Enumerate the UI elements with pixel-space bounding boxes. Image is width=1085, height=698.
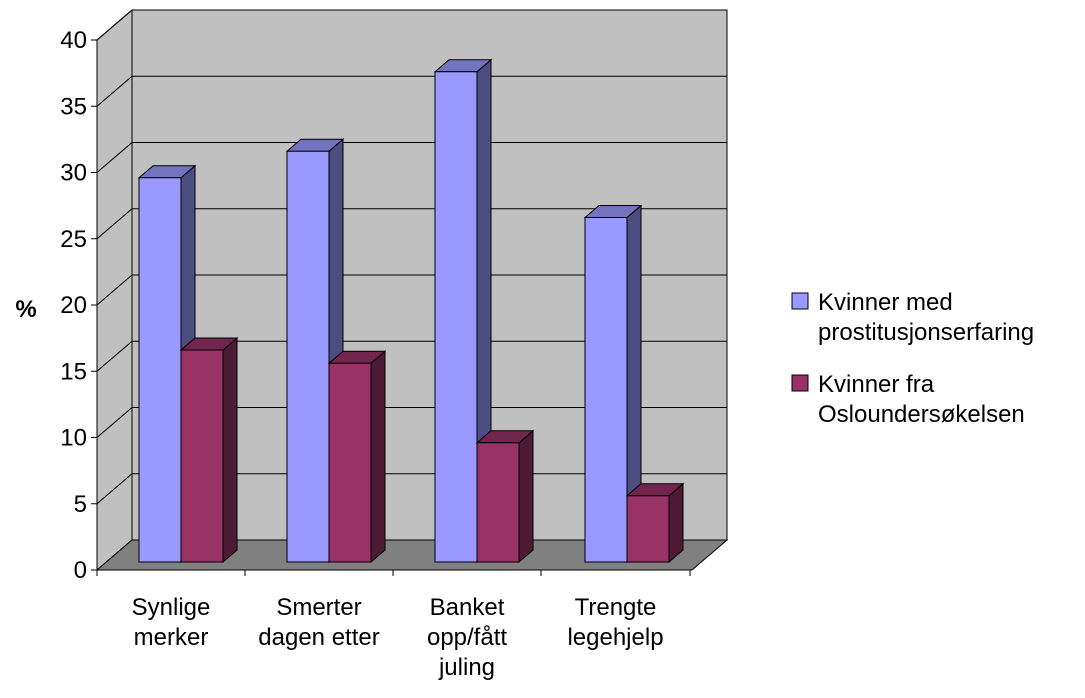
x-tick-label: Synlige xyxy=(132,594,211,621)
bar xyxy=(583,204,643,564)
y-axis: 0 5 10 15 20 25 30 35 40 xyxy=(60,27,98,584)
bar-side xyxy=(668,482,684,564)
bar-front xyxy=(180,349,224,563)
x-tick-label: opp/fått xyxy=(427,624,507,651)
x-tick-label: Banket xyxy=(430,594,505,621)
legend: Kvinner medprostitusjonserfaringKvinner … xyxy=(791,289,1034,428)
y-tick-label: 40 xyxy=(60,27,87,54)
gridline xyxy=(96,142,727,173)
bar-side xyxy=(518,429,534,564)
legend-label: prostitusjonserfaring xyxy=(818,319,1034,346)
bar-front xyxy=(328,362,372,563)
x-tick-label: juling xyxy=(438,654,495,681)
bar-front xyxy=(286,150,330,563)
x-tick-label: dagen etter xyxy=(258,624,379,651)
bar-front xyxy=(476,442,520,563)
bars xyxy=(137,58,685,564)
y-tick-label: 15 xyxy=(60,358,87,385)
bar xyxy=(179,336,239,564)
bar-front xyxy=(626,495,670,563)
x-tick-label: merker xyxy=(134,624,209,651)
gridline xyxy=(96,9,727,41)
bar-side xyxy=(222,336,238,564)
bar xyxy=(475,429,535,564)
bar-front xyxy=(138,177,182,563)
gridline xyxy=(96,274,727,306)
legend-label: Kvinner fra xyxy=(818,371,935,398)
y-axis-title-text: % xyxy=(15,296,36,323)
legend-label: Kvinner med xyxy=(818,289,953,316)
bar xyxy=(327,350,387,564)
y-tick-label: 5 xyxy=(74,491,87,518)
x-axis: Synlige merker Smerter dagen etter Banket opp… xyxy=(96,569,691,681)
legend-item: Kvinner fra Osloundersøkelsen xyxy=(791,371,1025,428)
bar-side xyxy=(370,350,386,564)
y-axis-title: % xyxy=(15,296,36,323)
bar-front xyxy=(434,71,478,563)
legend-swatch xyxy=(791,374,809,392)
gridline xyxy=(96,75,727,107)
y-tick-label: 30 xyxy=(60,160,87,187)
bar xyxy=(625,482,685,564)
y-tick-label: 25 xyxy=(60,226,87,253)
x-tick-label: legehjelp xyxy=(567,624,663,651)
y-tick-label: 10 xyxy=(60,425,87,452)
x-tick-label: Smerter xyxy=(276,594,361,621)
legend-item: Kvinner med prostitusjonserfaring xyxy=(791,289,1034,346)
legend-swatch xyxy=(791,292,809,310)
gridline xyxy=(96,340,727,372)
gridline xyxy=(96,407,727,438)
y-tick-label: 35 xyxy=(60,93,87,120)
y-tick-label: 20 xyxy=(60,292,87,319)
y-tick-label: 0 xyxy=(74,557,87,584)
gridline xyxy=(96,208,727,240)
bar-front xyxy=(584,217,628,563)
legend-label: Osloundersøkelsen xyxy=(818,401,1025,428)
bar xyxy=(285,138,345,564)
x-tick-label: Trengte xyxy=(575,594,657,621)
